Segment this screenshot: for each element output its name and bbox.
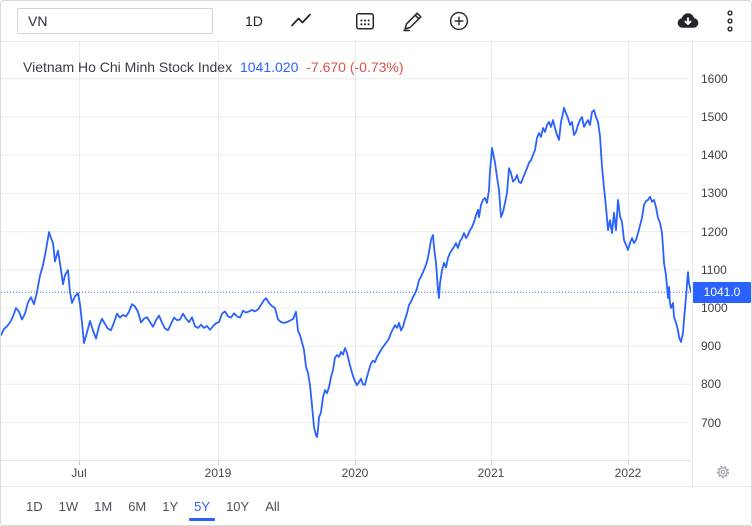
range-button-10y[interactable]: 10Y: [226, 498, 250, 514]
price-chart-svg: [1, 42, 691, 465]
range-button-1m[interactable]: 1M: [94, 498, 113, 514]
download-cloud-icon[interactable]: [675, 8, 701, 34]
range-button-5y[interactable]: 5Y: [186, 487, 218, 525]
range-button-1w[interactable]: 1W: [58, 498, 79, 514]
y-axis-label: 1000: [701, 301, 728, 315]
toolbar: VN 1D: [1, 1, 751, 42]
chart-style-icon[interactable]: [289, 9, 313, 33]
draw-icon[interactable]: [401, 9, 425, 33]
x-axis-label: 2022: [614, 466, 642, 480]
symbol-search-input[interactable]: VN: [17, 8, 213, 34]
y-axis-label: 1100: [701, 262, 727, 277]
calendar-icon[interactable]: [353, 9, 377, 33]
x-axis-label: 2020: [341, 466, 369, 480]
legend: Vietnam Ho Chi Minh Stock Index 1041.020…: [23, 59, 404, 75]
y-axis-label: 1600: [701, 71, 728, 86]
settings-gear-icon[interactable]: [713, 462, 733, 482]
x-axis-label: 2021: [477, 466, 505, 480]
symbol-title: Vietnam Ho Chi Minh Stock Index: [23, 59, 233, 75]
current-price-badge: 1041.0: [693, 281, 751, 303]
compare-plus-icon[interactable]: [447, 9, 471, 33]
price-line: [1, 106, 691, 439]
more-menu-icon[interactable]: [723, 8, 737, 34]
range-button-1y[interactable]: 1Y: [162, 498, 179, 514]
change-value: -7.670 (-0.73%): [306, 59, 404, 75]
range-button-1d[interactable]: 1D: [26, 498, 43, 514]
x-axis-label: Jul: [71, 466, 87, 480]
x-axis-label: 2019: [204, 466, 232, 480]
range-button-all[interactable]: All: [265, 498, 280, 514]
y-axis-label: 700: [701, 415, 722, 430]
y-axis-label: 1500: [701, 110, 728, 124]
y-axis-label: 1300: [701, 186, 728, 201]
last-value: 1041.020: [239, 59, 299, 75]
range-bar: 1D 1W 1M 6M 1Y 5Y 10Y All: [1, 486, 751, 525]
y-axis-label: 1400: [701, 148, 728, 163]
time-axis[interactable]: Jul 2019 2020 2021 2022: [1, 463, 691, 486]
symbol-search-value: VN: [28, 13, 48, 29]
range-button-6m[interactable]: 6M: [128, 498, 147, 514]
price-axis[interactable]: 1600 1500 1400 1300 1200 1100 1000 900 800 700 10…: [692, 42, 751, 486]
interval-button[interactable]: 1D: [245, 13, 263, 29]
y-axis-label: 1200: [701, 224, 728, 239]
y-axis-label: 800: [701, 377, 722, 392]
chart-area[interactable]: Vietnam Ho Chi Minh Stock Index 1041.020…: [1, 42, 751, 486]
y-axis-label: 900: [701, 339, 722, 354]
